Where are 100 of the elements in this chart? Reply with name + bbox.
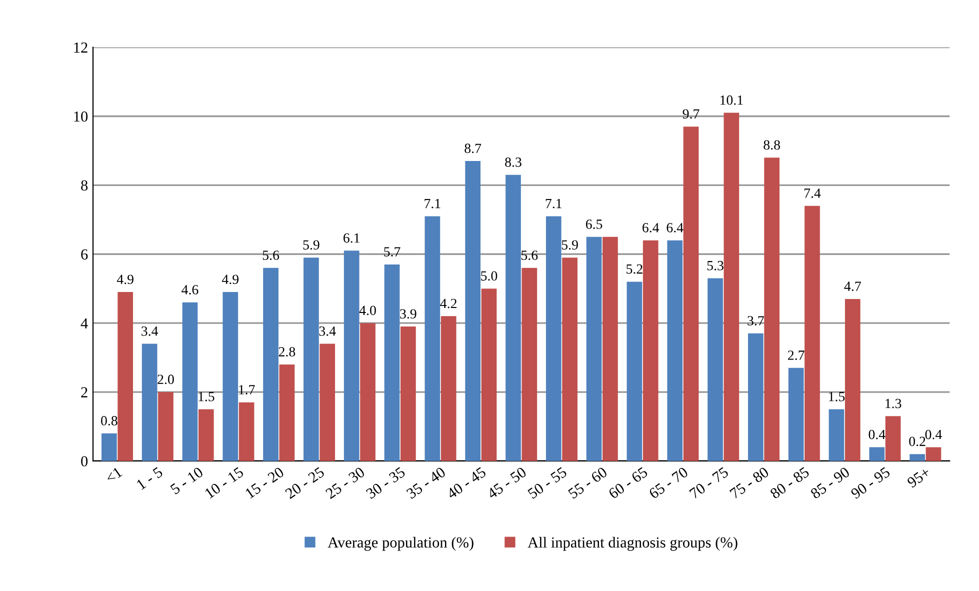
data-label: 4.7	[844, 282, 861, 292]
bar	[506, 174, 521, 461]
bar	[424, 216, 440, 461]
x-tick-label: 95+	[906, 466, 931, 488]
bar	[683, 126, 699, 461]
data-label: 2.8	[278, 347, 296, 357]
data-label: 10.1	[720, 95, 743, 105]
data-label: 0.8	[101, 416, 118, 426]
data-label: 1.7	[239, 385, 255, 394]
bar	[748, 333, 764, 461]
bar	[764, 158, 780, 461]
data-label: 7.4	[804, 188, 821, 198]
y-tick-label: 2	[81, 387, 88, 398]
x-tick-label: 40 - 45	[446, 466, 487, 500]
bar	[708, 278, 723, 461]
data-label: 4.0	[359, 306, 376, 316]
bar	[198, 409, 214, 461]
bar	[804, 206, 820, 461]
data-label: 3.4	[319, 326, 336, 336]
data-label: 5.3	[707, 260, 724, 270]
bar	[304, 258, 319, 461]
data-label: 0.2	[909, 436, 926, 446]
data-label: 8.8	[764, 140, 780, 150]
bar	[118, 292, 134, 461]
legend-label: Average population (%)	[328, 536, 474, 551]
bar	[238, 402, 254, 461]
x-tick-label: 35 - 40	[406, 466, 446, 500]
bar	[384, 264, 400, 461]
bar	[844, 298, 860, 461]
bar	[320, 344, 336, 461]
bar	[400, 326, 416, 461]
bar	[440, 316, 456, 461]
bar	[142, 344, 158, 461]
data-label: 4.2	[440, 298, 456, 308]
x-tick-label: 65 - 70	[648, 466, 689, 500]
data-label: 7.1	[424, 198, 440, 208]
data-label: 7.1	[546, 198, 562, 208]
data-label: 4.9	[116, 274, 134, 284]
data-label: 0.4	[868, 430, 886, 440]
data-label: 0.4	[925, 430, 942, 440]
x-tick-label: 70 - 75	[688, 466, 730, 499]
y-tick-label: 4	[80, 318, 88, 328]
y-tick-label: 8	[81, 180, 88, 191]
data-label: 8.7	[464, 144, 482, 154]
data-label: 3.7	[748, 316, 764, 326]
bar	[465, 161, 481, 461]
data-label: 5.9	[562, 240, 578, 250]
data-label: 5.6	[262, 250, 280, 260]
y-tick-label: 10	[74, 111, 88, 122]
x-tick-label: 20 - 25	[284, 466, 325, 500]
bar	[481, 288, 497, 461]
data-label: 5.9	[303, 240, 320, 250]
bar	[279, 364, 295, 461]
data-label: 6.1	[344, 233, 360, 243]
data-label: 2.7	[788, 350, 804, 360]
data-label: 6.5	[586, 220, 602, 229]
data-label: 5.2	[626, 264, 642, 274]
bar	[546, 216, 562, 461]
data-label: 1.3	[886, 398, 902, 408]
data-label: 4.6	[182, 285, 198, 294]
bar	[344, 250, 360, 461]
legend-label: All inpatient diagnosis groups (%)	[528, 536, 738, 551]
bar	[101, 433, 117, 461]
x-tick-label: 1 - 5	[136, 466, 164, 490]
bar	[926, 447, 942, 461]
bar	[642, 240, 658, 461]
data-label: 9.7	[682, 109, 700, 119]
x-tick-label: <1	[104, 466, 123, 484]
x-tick-label: 55 - 60	[568, 466, 608, 499]
bar	[522, 268, 538, 461]
y-tick-label: 0	[81, 456, 88, 466]
bar	[182, 302, 198, 461]
x-tick-label: 30 - 35	[365, 466, 406, 500]
bar	[869, 447, 885, 461]
bar	[667, 240, 683, 461]
x-tick-label: 90 - 95	[850, 466, 891, 500]
bar	[788, 368, 804, 461]
x-tick-label: 50 - 55	[527, 466, 568, 499]
x-tick-label: 75 - 80	[729, 466, 770, 499]
x-tick-label: 5 - 10	[170, 466, 204, 495]
x-tick-label: 45 - 50	[486, 466, 528, 500]
bar	[360, 323, 376, 461]
data-label: 5.6	[522, 250, 538, 260]
data-label: 5.0	[481, 271, 498, 281]
data-label: 5.7	[384, 247, 400, 257]
y-tick-label: 6	[81, 249, 88, 260]
data-label: 3.4	[142, 326, 158, 336]
x-tick-label: 15 - 20	[244, 466, 285, 499]
bar	[602, 236, 618, 461]
data-label: 6.4	[666, 223, 684, 232]
x-tick-label: 80 - 85	[769, 466, 810, 500]
x-tick-label: 60 - 65	[608, 466, 648, 500]
data-label: 1.5	[198, 392, 214, 402]
y-tick-label: 12	[74, 42, 88, 53]
data-label: 4.9	[222, 274, 238, 284]
bar	[158, 392, 174, 461]
bar	[724, 112, 740, 461]
bar	[222, 292, 238, 461]
data-label: 2.0	[158, 374, 174, 384]
x-tick-label: 10 - 15	[204, 466, 244, 499]
